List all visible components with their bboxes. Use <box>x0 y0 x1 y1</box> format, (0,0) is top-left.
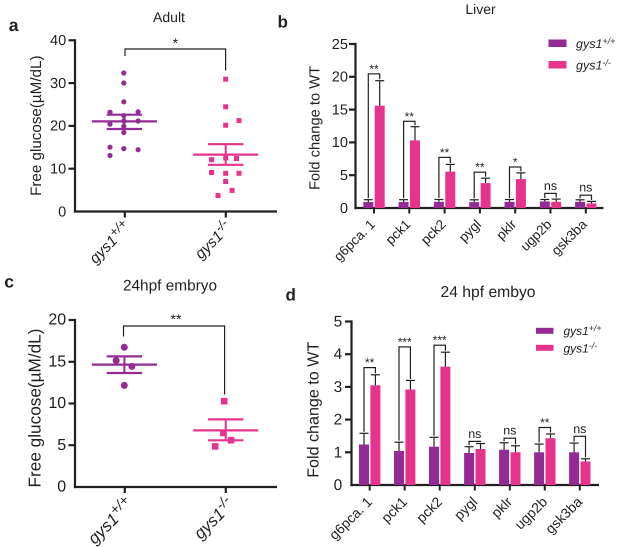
svg-text:Fold change to WT: Fold change to WT <box>308 66 324 190</box>
svg-text:20: 20 <box>48 312 66 329</box>
svg-text:Adult: Adult <box>153 9 185 25</box>
svg-text:d: d <box>286 286 296 305</box>
svg-text:20: 20 <box>332 70 348 86</box>
svg-text:**: ** <box>405 109 415 123</box>
svg-text:ns: ns <box>503 424 516 438</box>
svg-text:a: a <box>9 15 19 35</box>
svg-text:3: 3 <box>334 379 343 396</box>
svg-text:ns: ns <box>544 179 557 193</box>
svg-text:gys1-/-: gys1-/- <box>576 58 611 73</box>
svg-text:15: 15 <box>332 102 348 118</box>
svg-text:**: ** <box>440 145 450 159</box>
svg-text:5: 5 <box>340 168 348 184</box>
svg-text:0: 0 <box>58 204 66 220</box>
svg-text:Free glucose(µM/dL): Free glucose(µM/dL) <box>25 329 45 488</box>
svg-text:1: 1 <box>334 444 343 461</box>
svg-text:20: 20 <box>50 119 66 135</box>
svg-text:5: 5 <box>57 437 66 454</box>
svg-text:b: b <box>278 12 288 31</box>
svg-text:30: 30 <box>50 76 66 92</box>
svg-text:5: 5 <box>334 314 343 331</box>
svg-text:10: 10 <box>332 135 348 151</box>
svg-text:gys1-/-: gys1-/- <box>564 341 598 356</box>
svg-text:**: ** <box>365 356 375 370</box>
svg-text:c: c <box>4 272 14 292</box>
svg-text:2: 2 <box>334 412 343 429</box>
svg-text:0: 0 <box>340 201 348 217</box>
svg-text:4: 4 <box>334 346 343 363</box>
svg-text:Liver: Liver <box>465 1 496 17</box>
svg-text:0: 0 <box>57 479 66 496</box>
svg-text:*: * <box>173 35 179 51</box>
svg-text:**: ** <box>540 416 550 430</box>
svg-text:**: ** <box>171 311 182 327</box>
svg-text:**: ** <box>369 62 379 76</box>
svg-text:0: 0 <box>334 477 343 494</box>
svg-text:40: 40 <box>50 33 66 49</box>
svg-text:Fold change to WT: Fold change to WT <box>305 342 323 478</box>
svg-text:***: *** <box>433 333 447 347</box>
svg-text:10: 10 <box>48 395 66 412</box>
svg-text:25: 25 <box>332 37 348 53</box>
svg-text:15: 15 <box>48 353 66 370</box>
svg-text:10: 10 <box>50 162 66 178</box>
svg-text:*: * <box>513 155 518 169</box>
svg-text:24 hpf embyo: 24 hpf embyo <box>440 284 535 301</box>
svg-text:24hpf embryo: 24hpf embryo <box>123 278 217 295</box>
svg-text:ns: ns <box>579 181 592 195</box>
svg-text:***: *** <box>398 335 412 349</box>
svg-text:Free glucose(µM/dL): Free glucose(µM/dL) <box>28 55 45 195</box>
svg-text:ns: ns <box>468 427 481 441</box>
svg-text:ns: ns <box>573 422 586 436</box>
svg-text:**: ** <box>475 160 485 174</box>
